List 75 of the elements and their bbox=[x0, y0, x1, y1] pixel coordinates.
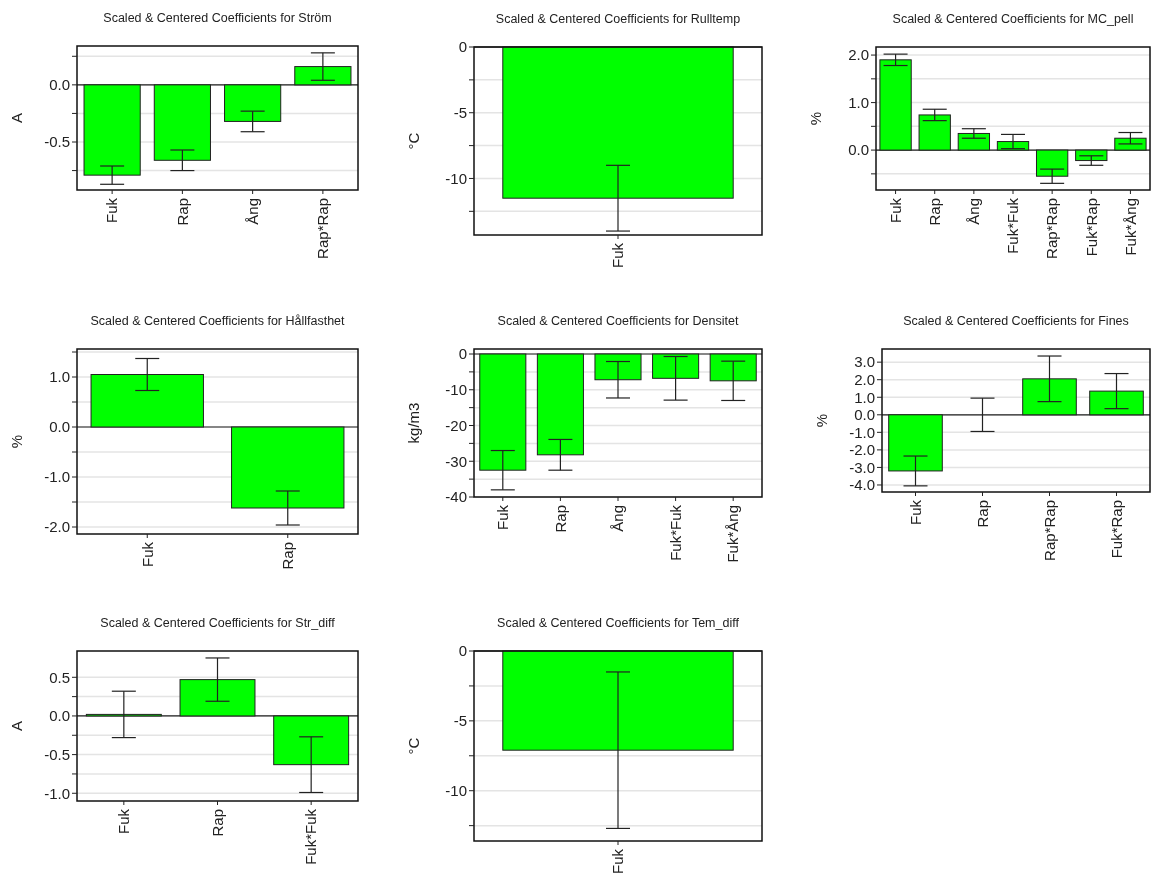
x-tick-label: Fuk bbox=[494, 504, 512, 531]
y-tick-label: -1.0 bbox=[44, 784, 70, 802]
y-tick-label: -40 bbox=[445, 488, 467, 506]
y-tick-label: -1.0 bbox=[44, 468, 70, 486]
y-tick-label: 2.0 bbox=[854, 370, 875, 388]
y-tick-label: 0.0 bbox=[848, 141, 869, 159]
chart-title: Scaled & Centered Coefficients for Densitet bbox=[497, 314, 739, 328]
y-tick-label: 0.0 bbox=[49, 707, 70, 725]
y-tick-label: -2.0 bbox=[44, 518, 70, 536]
x-tick-label: Fuk bbox=[609, 848, 627, 875]
y-tick-label: 0 bbox=[458, 345, 467, 363]
y-tick-label: -2.0 bbox=[849, 441, 875, 459]
y-axis-title: % bbox=[8, 434, 25, 449]
x-tick-label: Ång bbox=[609, 505, 627, 532]
y-tick-label: 0 bbox=[458, 642, 467, 660]
x-tick-label: Rap bbox=[279, 542, 296, 570]
y-tick-label: 0.0 bbox=[49, 76, 70, 94]
x-tick-label: Rap*Rap bbox=[314, 198, 332, 259]
y-tick-label: -10 bbox=[445, 169, 467, 187]
y-tick-label: 0.5 bbox=[49, 668, 70, 686]
y-axis-title: A bbox=[8, 112, 25, 124]
x-tick-label: Rap bbox=[973, 500, 991, 528]
y-tick-label: 1.0 bbox=[854, 388, 875, 406]
y-axis-title: °C bbox=[405, 132, 422, 150]
y-axis-title: % bbox=[807, 111, 824, 126]
y-axis-title: A bbox=[8, 720, 25, 732]
y-tick-label: -10 bbox=[445, 381, 467, 398]
x-tick-label: Ång bbox=[965, 198, 983, 225]
x-tick-label: Fuk*Ång bbox=[724, 505, 742, 563]
x-tick-label: Fuk bbox=[906, 499, 924, 526]
x-tick-label: Rap*Rap bbox=[1043, 198, 1061, 259]
x-tick-label: Fuk bbox=[609, 242, 627, 269]
x-tick-label: Rap bbox=[208, 809, 226, 837]
y-tick-label: -5 bbox=[453, 103, 467, 121]
y-tick-label: 3.0 bbox=[854, 353, 875, 371]
y-tick-label: -10 bbox=[445, 781, 467, 799]
y-tick-label: -20 bbox=[445, 416, 467, 434]
x-tick-label: Rap bbox=[925, 198, 943, 226]
x-tick-label: Fuk*Rap bbox=[1107, 500, 1125, 559]
x-tick-label: Rap*Rap bbox=[1040, 500, 1058, 561]
y-tick-label: -3.0 bbox=[849, 458, 875, 476]
y-tick-label: -4.0 bbox=[849, 476, 875, 494]
chart-title: Scaled & Centered Coefficients for Str_diff bbox=[100, 616, 336, 630]
x-tick-label: Fuk bbox=[138, 541, 156, 568]
x-tick-label: Rap bbox=[173, 198, 191, 226]
y-tick-label: -0.5 bbox=[44, 133, 70, 151]
x-tick-label: Fuk*Ång bbox=[1121, 198, 1139, 256]
y-tick-label: 1.0 bbox=[848, 93, 869, 111]
y-tick-label: 2.0 bbox=[848, 46, 869, 64]
x-tick-label: Fuk bbox=[103, 197, 121, 224]
chart-title: Scaled & Centered Coefficients for Hållfasthet bbox=[90, 314, 346, 328]
y-axis-title: % bbox=[813, 413, 830, 428]
x-tick-label: Fuk*Fuk bbox=[1004, 197, 1022, 254]
y-tick-label: -1.0 bbox=[849, 423, 875, 441]
chart-title: Scaled & Centered Coefficients for Tem_diff bbox=[497, 616, 740, 630]
x-tick-label: Fuk*Fuk bbox=[302, 808, 320, 865]
y-tick-label: 0.0 bbox=[854, 406, 875, 424]
chart-title: Scaled & Centered Coefficients for MC_pell bbox=[892, 12, 1134, 26]
x-tick-label: Fuk*Rap bbox=[1082, 198, 1100, 257]
y-tick-label: 0 bbox=[458, 38, 467, 56]
y-axis-title: kg/m3 bbox=[405, 402, 422, 444]
y-tick-label: 0.0 bbox=[49, 418, 70, 436]
y-tick-label: -5 bbox=[453, 712, 467, 730]
chart-title: Scaled & Centered Coefficients for Fines bbox=[903, 314, 1129, 328]
x-tick-label: Rap bbox=[551, 505, 569, 533]
chart-title: Scaled & Centered Coefficients for Ström bbox=[103, 11, 332, 25]
y-axis-title: °C bbox=[405, 737, 422, 755]
chart-title: Scaled & Centered Coefficients for Rulltemp bbox=[495, 12, 741, 26]
x-tick-label: Fuk bbox=[115, 808, 133, 835]
x-tick-label: Ång bbox=[243, 198, 261, 225]
x-tick-label: Fuk bbox=[886, 197, 904, 224]
y-tick-label: -0.5 bbox=[44, 745, 70, 763]
x-tick-label: Fuk*Fuk bbox=[666, 504, 684, 561]
y-tick-label: -30 bbox=[445, 452, 467, 470]
y-tick-label: 1.0 bbox=[49, 368, 70, 386]
